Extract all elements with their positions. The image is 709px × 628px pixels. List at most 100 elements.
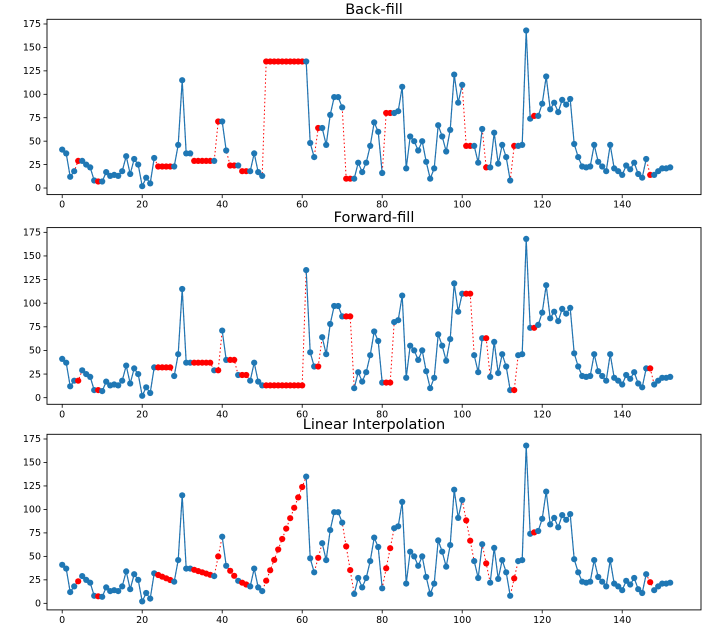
- observed-point: [475, 159, 482, 166]
- observed-point: [559, 96, 566, 103]
- observed-point: [551, 99, 558, 106]
- x-tick-label: 60: [296, 409, 308, 420]
- observed-point: [423, 573, 430, 581]
- observed-point: [547, 521, 554, 528]
- observed-point: [427, 590, 434, 598]
- observed-point: [667, 373, 674, 380]
- x-tick-label: 100: [453, 615, 471, 626]
- observed-line-path: [101, 571, 155, 604]
- observed-point: [135, 371, 142, 378]
- observed-point: [607, 351, 614, 358]
- observed-point: [519, 141, 526, 148]
- observed-point: [367, 142, 374, 149]
- observed-point: [607, 141, 614, 148]
- observed-point: [63, 359, 70, 366]
- observed-point: [323, 141, 330, 148]
- observed-point: [251, 150, 258, 157]
- observed-line-path: [321, 305, 343, 355]
- observed-point: [171, 163, 178, 170]
- observed-point: [319, 124, 326, 132]
- observed-point: [471, 352, 478, 359]
- observed-line-path: [518, 30, 531, 147]
- observed-point: [487, 579, 494, 586]
- observed-point: [495, 575, 502, 583]
- y-tick-label: 50: [29, 552, 41, 563]
- observed-point: [211, 573, 218, 580]
- observed-point: [139, 392, 146, 399]
- filled-point: [463, 517, 470, 524]
- observed-point: [359, 169, 366, 176]
- observed-point: [395, 523, 402, 530]
- observed-point: [123, 362, 130, 369]
- filled-point: [315, 554, 322, 561]
- observed-point: [67, 589, 74, 596]
- observed-point: [235, 162, 242, 169]
- x-tick-label: 20: [136, 200, 148, 211]
- observed-point: [599, 163, 606, 170]
- filled-point: [343, 543, 350, 550]
- observed-line-path: [221, 330, 227, 360]
- observed-point: [635, 170, 642, 178]
- x-tick-label: 20: [136, 409, 148, 420]
- observed-point: [319, 334, 326, 341]
- observed-point: [223, 147, 230, 154]
- observed-line-path: [489, 341, 511, 391]
- observed-point: [475, 369, 482, 376]
- observed-point: [431, 374, 438, 381]
- observed-point: [67, 383, 74, 390]
- observed-line-path: [518, 238, 531, 356]
- observed-line-path: [221, 536, 227, 566]
- y-tick-label: 25: [29, 160, 41, 171]
- observed-point: [403, 374, 410, 381]
- observed-point: [439, 548, 446, 555]
- observed-point: [99, 593, 106, 600]
- y-tick-label: 50: [29, 136, 41, 147]
- observed-point: [523, 442, 530, 449]
- observed-line-path: [537, 491, 647, 595]
- observed-point: [555, 109, 562, 116]
- filled-point: [263, 577, 270, 584]
- filled-point: [167, 364, 174, 371]
- observed-point: [535, 112, 542, 119]
- observed-point: [643, 155, 650, 163]
- observed-point: [311, 154, 318, 161]
- observed-point: [131, 571, 138, 578]
- observed-point: [451, 280, 458, 287]
- y-tick-label: 100: [23, 505, 41, 516]
- observed-point: [211, 157, 218, 164]
- observed-point: [567, 304, 574, 311]
- observed-point: [143, 589, 150, 597]
- observed-point: [359, 378, 366, 385]
- observed-point: [459, 81, 466, 88]
- observed-point: [491, 338, 498, 345]
- observed-point: [363, 369, 370, 376]
- observed-point: [219, 533, 226, 540]
- observed-point: [547, 106, 554, 113]
- observed-point: [475, 574, 482, 582]
- x-tick-label: 40: [216, 200, 228, 211]
- y-tick-label: 125: [23, 275, 41, 286]
- observed-point: [179, 492, 186, 499]
- observed-point: [351, 590, 358, 598]
- observed-point: [335, 509, 342, 516]
- observed-point: [623, 577, 630, 584]
- observed-point: [519, 351, 526, 358]
- observed-point: [87, 164, 94, 171]
- filled-point: [299, 382, 306, 389]
- observed-point: [115, 588, 122, 595]
- filled-point: [291, 504, 298, 511]
- y-tick-label: 25: [29, 575, 41, 586]
- observed-point: [667, 164, 674, 171]
- observed-point: [303, 58, 310, 65]
- observed-point: [575, 569, 582, 576]
- observed-point: [423, 368, 430, 375]
- observed-point: [379, 169, 386, 177]
- observed-point: [371, 119, 378, 126]
- observed-point: [591, 557, 598, 564]
- observed-point: [371, 534, 378, 541]
- observed-point: [335, 302, 342, 310]
- y-tick-label: 100: [23, 89, 41, 100]
- observed-point: [503, 363, 510, 370]
- observed-point: [431, 165, 438, 172]
- observed-point: [443, 148, 450, 155]
